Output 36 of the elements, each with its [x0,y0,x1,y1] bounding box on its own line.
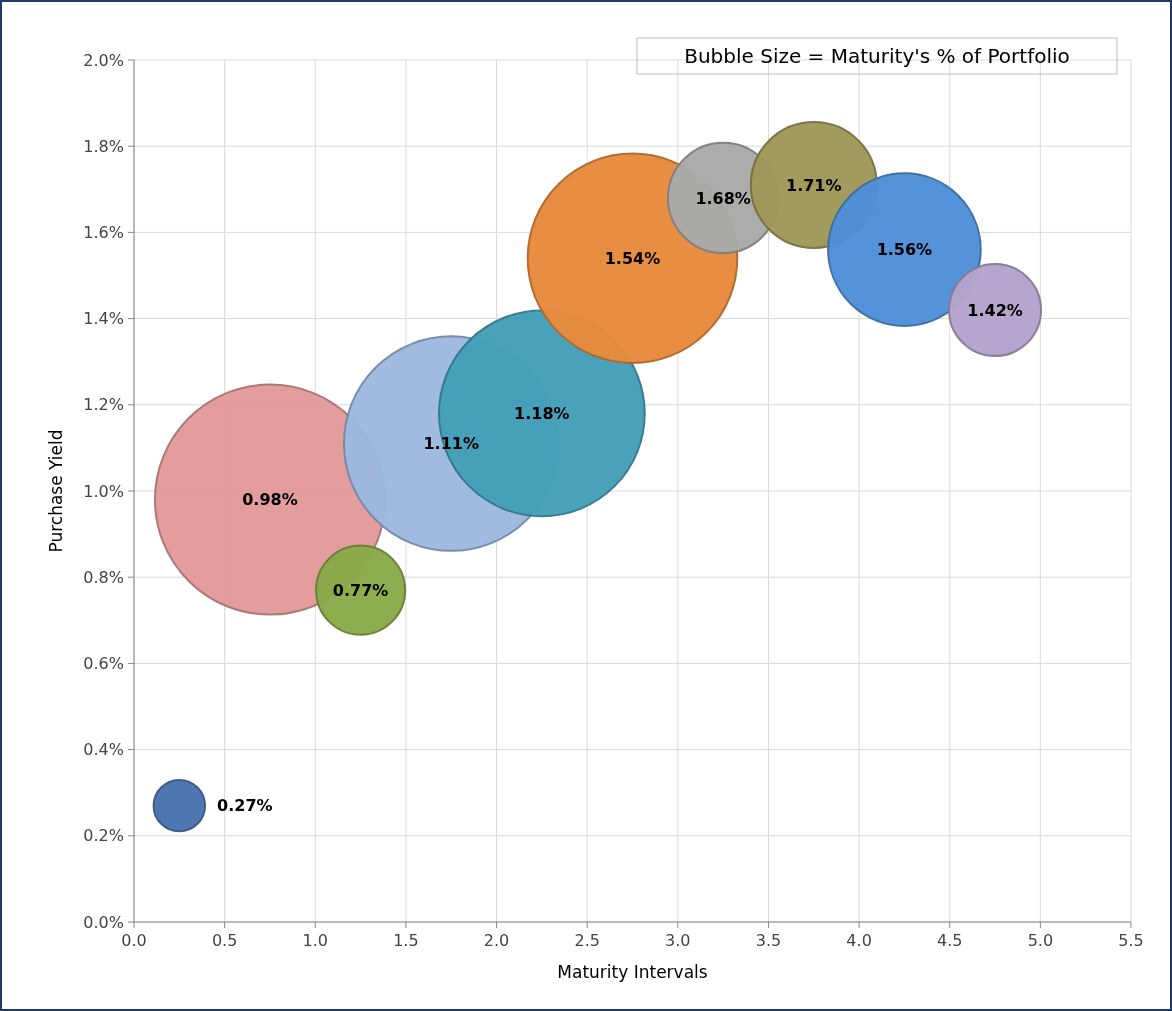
y-axis-title: Purchase Yield [46,429,66,553]
x-tick-label: 0.0 [121,931,147,950]
data-label: 1.68% [695,188,751,208]
y-tick-label: 0.2% [83,826,124,846]
y-tick-label: 2.0% [83,50,124,70]
y-tick-label: 0.4% [83,740,124,760]
x-tick-label: 5.5 [1118,931,1144,950]
data-label: 1.71% [786,175,842,195]
x-tick-label: 1.5 [393,931,419,950]
x-tick-label: 4.5 [937,931,963,950]
y-tick-label: 1.2% [83,395,124,415]
y-tick-label: 0.8% [83,567,124,587]
x-tick-label: 2.5 [574,931,600,950]
x-tick-label: 0.5 [211,931,238,950]
x-tick-label: 3.5 [755,931,782,950]
y-tick-label: 1.4% [83,309,124,329]
data-label: 1.42% [967,300,1023,320]
x-tick-label: 1.0 [302,931,328,950]
y-tick-label: 1.8% [83,136,124,156]
data-label: 0.98% [242,490,298,510]
y-tick-label: 0.6% [83,654,124,673]
data-label: 1.54% [604,248,661,268]
x-tick-label: 2.0 [483,931,510,950]
x-tick-label: 4.0 [846,931,872,950]
data-label: 0.27% [217,796,273,816]
y-tick-label: 0.0% [83,912,124,932]
data-label: 1.56% [876,240,933,260]
x-axis-title: Maturity Intervals [557,962,708,982]
data-label: 1.11% [423,434,479,454]
data-label: 1.18% [514,404,570,424]
data-label: 0.77% [332,580,389,600]
y-tick-label: 1.6% [83,223,124,242]
annotation: Bubble Size = Maturity's % of Portfolio [684,44,1070,68]
y-tick-label: 1.0% [83,481,124,501]
x-tick-label: 5.0 [1027,931,1054,950]
x-tick-label: 3.0 [665,931,691,950]
